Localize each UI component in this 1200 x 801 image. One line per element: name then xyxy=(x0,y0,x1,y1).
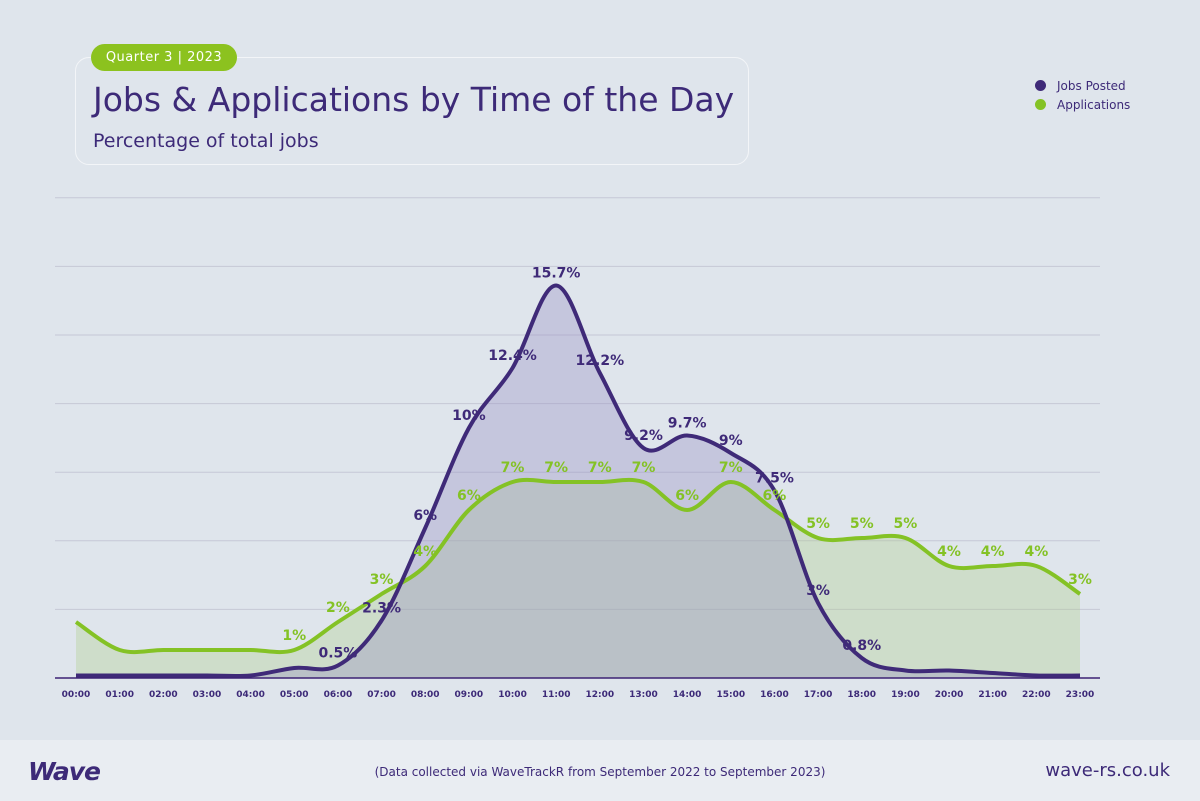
chart-title: Jobs & Applications by Time of the Day xyxy=(93,80,735,119)
x-tick-label: 04:00 xyxy=(236,690,265,700)
website-link[interactable]: wave-rs.co.uk xyxy=(1045,760,1170,781)
data-label-jobs: 0.5% xyxy=(318,646,357,662)
legend-label-jobs: Jobs Posted xyxy=(1057,78,1126,93)
x-tick-label: 09:00 xyxy=(455,690,484,700)
legend-item-jobs: Jobs Posted xyxy=(1035,76,1130,95)
data-label-applications: 5% xyxy=(894,516,918,532)
footer xyxy=(0,740,1200,801)
data-label-applications: 1% xyxy=(282,628,306,644)
data-label-jobs: 9.7% xyxy=(668,416,707,432)
data-label-jobs: 7.5% xyxy=(755,471,794,487)
data-label-jobs: 12.4% xyxy=(488,348,537,364)
x-tick-label: 15:00 xyxy=(716,690,745,700)
data-label-applications: 5% xyxy=(850,516,874,532)
x-tick-label: 19:00 xyxy=(891,690,920,700)
x-tick-label: 21:00 xyxy=(978,690,1007,700)
data-label-applications: 3% xyxy=(370,572,394,588)
x-tick-label: 20:00 xyxy=(935,690,964,700)
period-badge: Quarter 3 | 2023 xyxy=(91,44,237,71)
data-label-applications: 7% xyxy=(719,460,743,476)
wave-logo: Wave xyxy=(28,757,101,786)
x-tick-label: 13:00 xyxy=(629,690,658,700)
x-tick-label: 00:00 xyxy=(62,690,91,700)
x-tick-label: 12:00 xyxy=(585,690,614,700)
x-tick-label: 08:00 xyxy=(411,690,440,700)
x-tick-label: 16:00 xyxy=(760,690,789,700)
data-label-applications: 7% xyxy=(588,460,612,476)
x-tick-label: 06:00 xyxy=(324,690,353,700)
x-tick-label: 10:00 xyxy=(498,690,527,700)
data-label-applications: 4% xyxy=(937,544,961,560)
data-label-jobs: 3% xyxy=(806,583,830,599)
line-applications xyxy=(74,477,1082,655)
x-tick-label: 14:00 xyxy=(673,690,702,700)
legend-dot-jobs xyxy=(1035,80,1046,91)
data-label-jobs: 6% xyxy=(413,508,437,524)
legend-dot-applications xyxy=(1035,99,1046,110)
data-label-applications: 7% xyxy=(544,460,568,476)
data-label-jobs: 9.2% xyxy=(624,428,663,444)
data-label-applications: 7% xyxy=(632,460,656,476)
line-jobs xyxy=(76,283,1081,679)
x-tick-label: 23:00 xyxy=(1066,690,1095,700)
data-label-jobs: 9% xyxy=(719,433,743,449)
data-label-jobs: 15.7% xyxy=(532,266,581,282)
data-label-applications: 6% xyxy=(457,488,481,504)
x-tick-label: 18:00 xyxy=(847,690,876,700)
x-tick-label: 17:00 xyxy=(804,690,833,700)
data-label-jobs: 0.8% xyxy=(842,638,881,654)
data-label-applications: 4% xyxy=(413,544,437,560)
x-tick-label: 02:00 xyxy=(149,690,178,700)
data-label-jobs: 2.3% xyxy=(362,601,401,617)
x-tick-label: 22:00 xyxy=(1022,690,1051,700)
area-fill-applications xyxy=(76,479,1080,678)
data-label-applications: 7% xyxy=(501,460,525,476)
data-label-jobs: 12.2% xyxy=(576,353,625,369)
legend-label-applications: Applications xyxy=(1057,97,1131,112)
x-tick-label: 05:00 xyxy=(280,690,309,700)
data-label-applications: 2% xyxy=(326,600,350,616)
title-box xyxy=(75,57,749,165)
chart-area: 00:00 01:00 02:00 03:00 04:00 05:00 06:00 07:00… xyxy=(55,197,1100,700)
data-label-applications: 4% xyxy=(1024,544,1048,560)
data-label-applications: 3% xyxy=(1068,572,1092,588)
legend: Jobs Posted Applications xyxy=(1035,76,1130,114)
data-label-jobs: 10% xyxy=(452,408,486,424)
legend-item-applications: Applications xyxy=(1035,95,1130,114)
data-label-applications: 6% xyxy=(763,488,787,504)
x-tick-label: 07:00 xyxy=(367,690,396,700)
x-tick-label: 01:00 xyxy=(105,690,134,700)
x-tick-label: 03:00 xyxy=(193,690,222,700)
chart-subtitle: Percentage of total jobs xyxy=(93,130,319,152)
data-label-applications: 4% xyxy=(981,544,1005,560)
data-label-applications: 6% xyxy=(675,488,699,504)
x-tick-label: 11:00 xyxy=(542,690,571,700)
data-label-applications: 5% xyxy=(806,516,830,532)
data-source-note: (Data collected via WaveTrackR from Sept… xyxy=(374,765,826,779)
